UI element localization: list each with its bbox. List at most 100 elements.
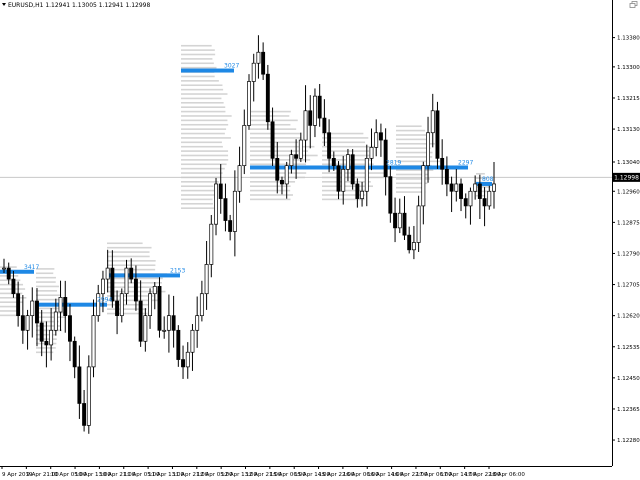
- candle: [454, 169, 459, 202]
- x-tick-label: 11 Apr 21:00: [172, 472, 208, 478]
- candle-body: [58, 297, 63, 313]
- poc-line: [0, 269, 34, 274]
- candle: [6, 262, 11, 285]
- candle-body: [171, 315, 176, 331]
- profile-bar: [476, 172, 485, 175]
- profile-bar: [181, 80, 219, 82]
- candle-body: [195, 315, 200, 331]
- candle-body: [68, 315, 72, 342]
- poc-line: [36, 302, 107, 307]
- candle: [58, 280, 63, 331]
- candle-body: [218, 183, 223, 199]
- candle-body: [100, 278, 105, 295]
- candle-body: [275, 157, 280, 181]
- candle: [63, 280, 68, 333]
- profile-bar: [181, 154, 229, 157]
- candle: [72, 336, 77, 379]
- candle-body: [369, 147, 374, 159]
- candle: [492, 162, 496, 209]
- candle: [336, 161, 341, 200]
- profile-bar: [250, 194, 293, 196]
- candle: [77, 345, 82, 419]
- profile-bar: [250, 154, 318, 157]
- poc-label: 2994: [97, 297, 112, 304]
- candle-body: [86, 366, 91, 426]
- candle-body: [53, 311, 58, 331]
- profile-bar: [250, 132, 302, 135]
- x-tick-label: 9 Apr 21:00: [26, 472, 59, 478]
- profile-bar: [181, 84, 223, 87]
- candle: [190, 324, 195, 371]
- price-axis[interactable]: 1.13380 1.13300 1.13215 1.13130 1.13040 1.129…: [612, 36, 640, 444]
- profile-bar: [322, 137, 369, 139]
- y-tick-label: 1.13130: [617, 127, 640, 133]
- profile-bar: [107, 277, 163, 280]
- candle-body: [190, 329, 195, 353]
- candle-body: [157, 286, 162, 331]
- candle: [256, 35, 261, 79]
- profile-bar: [0, 292, 23, 295]
- candle: [25, 309, 30, 350]
- profile-bar: [0, 314, 19, 317]
- profile-bar: [36, 276, 56, 279]
- y-tick-label: 1.13300: [617, 65, 640, 71]
- profile-bar: [322, 150, 370, 152]
- triangle-down-icon[interactable]: [2, 3, 6, 6]
- profile-bar: [250, 123, 291, 126]
- profile-bar: [181, 163, 227, 166]
- profile-bar: [181, 150, 229, 152]
- candle: [16, 281, 21, 327]
- candle: [331, 151, 336, 171]
- poc-label: 2819: [386, 159, 401, 166]
- candle: [383, 128, 388, 196]
- candle: [185, 342, 190, 379]
- poc-label: 808: [482, 176, 494, 183]
- profile-bar: [250, 137, 302, 139]
- candle-body: [35, 300, 39, 324]
- candle: [11, 270, 16, 298]
- profile-bar: [250, 150, 308, 152]
- candle: [228, 214, 233, 241]
- x-tick-label: 17 Apr 06:00: [416, 472, 452, 478]
- candle: [463, 193, 468, 219]
- candle: [294, 139, 299, 179]
- profile-bar: [250, 198, 291, 201]
- candle-body: [421, 165, 426, 207]
- candle: [2, 258, 6, 273]
- y-tick-label: 1.13380: [617, 36, 640, 42]
- candle-body: [303, 110, 308, 141]
- profile-bar: [181, 49, 215, 51]
- y-tick-label: 1.12960: [617, 189, 640, 195]
- restore-icon[interactable]: [629, 1, 638, 8]
- poc-line: [396, 165, 468, 170]
- candle-body: [124, 267, 129, 295]
- profile-bar: [322, 185, 373, 188]
- profile-bar: [476, 177, 488, 179]
- profile-bar: [181, 115, 232, 117]
- profile-bar: [181, 123, 229, 126]
- profile-bar: [250, 181, 296, 183]
- x-tick-label: 15 Apr 22:00: [319, 472, 355, 478]
- candle: [459, 178, 463, 212]
- profile-bar: [107, 308, 147, 310]
- profile-bar: [107, 295, 154, 297]
- candle-body: [119, 293, 124, 317]
- candle-body: [317, 95, 322, 119]
- candle-body: [11, 278, 16, 295]
- candle: [444, 156, 449, 197]
- profile-bar: [36, 307, 60, 310]
- candle: [364, 144, 369, 207]
- candle: [251, 53, 256, 102]
- profile-bar: [322, 172, 388, 174]
- candle: [218, 164, 223, 214]
- candle-body: [331, 157, 336, 167]
- candle-body: [63, 297, 68, 317]
- candle: [143, 308, 148, 352]
- candle: [275, 141, 280, 194]
- candle-body: [199, 293, 204, 317]
- profile-bar: [0, 305, 21, 308]
- x-tick-label: 17 Apr 22:00: [465, 472, 501, 478]
